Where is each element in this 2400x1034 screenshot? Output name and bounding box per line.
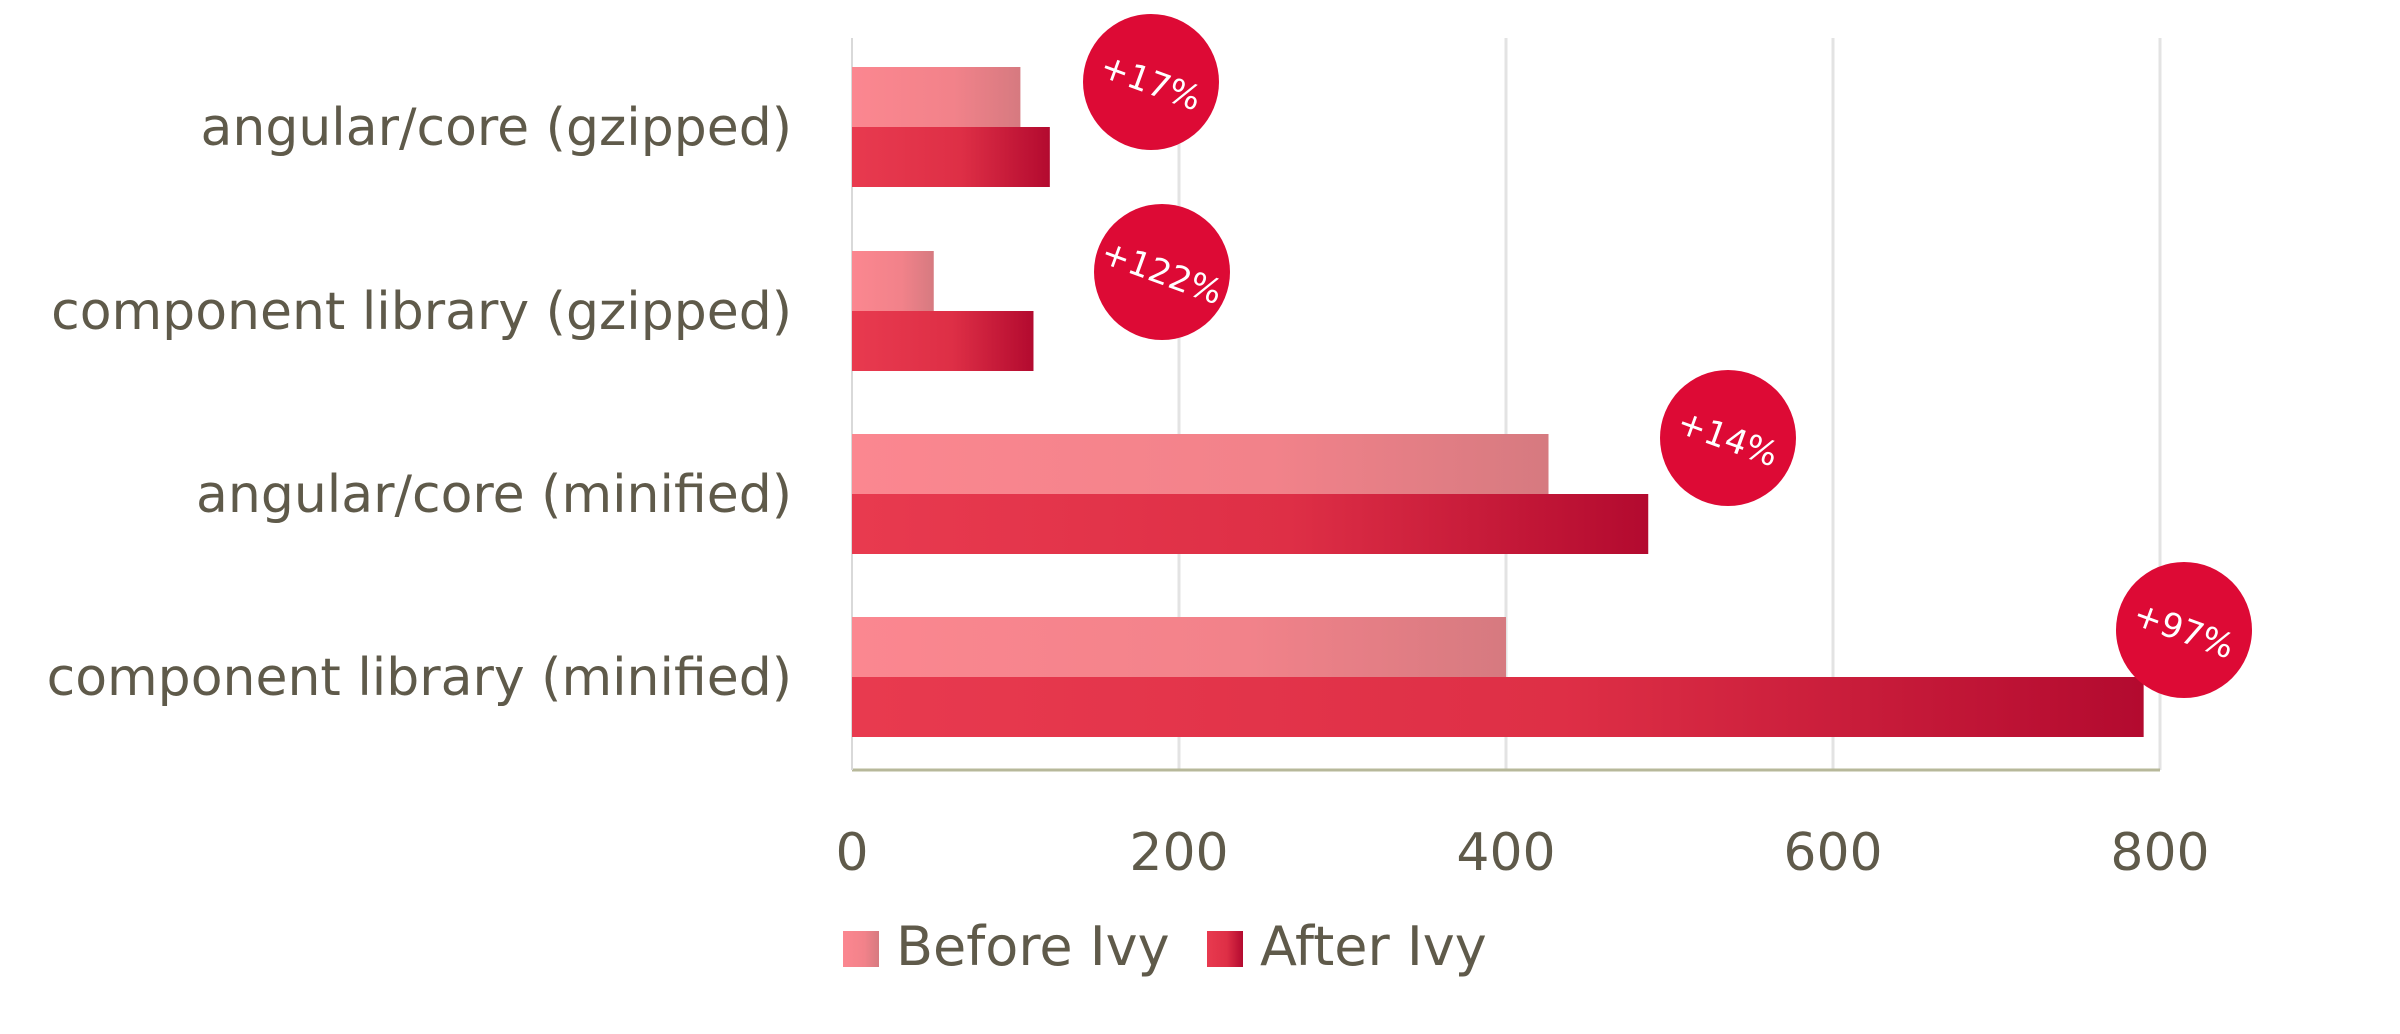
legend-item: After Ivy <box>1207 915 1487 978</box>
percent-change-badge: +17% <box>1083 14 1219 150</box>
x-tick-label: 400 <box>1456 823 1555 883</box>
bars <box>852 67 2144 737</box>
legend: Before Ivy After Ivy <box>843 915 1487 978</box>
bar-after-ivy <box>852 127 1050 187</box>
x-tick-label: 600 <box>1783 823 1882 883</box>
legend-swatch <box>843 931 879 967</box>
bar-after-ivy <box>852 311 1034 371</box>
x-axis-tick-labels: 0 200 400 600 800 <box>835 823 2209 883</box>
bar-before-ivy <box>852 67 1021 127</box>
x-tick-label: 800 <box>2110 823 2209 883</box>
legend-label: After Ivy <box>1260 915 1487 978</box>
category-label: component library (gzipped) <box>51 282 792 342</box>
badge-circle <box>1094 204 1230 340</box>
legend-swatch <box>1207 931 1243 967</box>
badge-circle <box>1083 14 1219 150</box>
annotation-badges: +17% +122% +14% +97% <box>1083 14 2252 698</box>
percent-change-badge: +122% <box>1094 204 1230 340</box>
bar-before-ivy <box>852 251 934 311</box>
category-label: component library (minified) <box>47 648 792 708</box>
x-tick-label: 200 <box>1129 823 1228 883</box>
bar-before-ivy <box>852 434 1549 494</box>
bar-after-ivy <box>852 494 1649 554</box>
x-tick-label: 0 <box>835 823 868 883</box>
category-label: angular/core (gzipped) <box>201 98 793 158</box>
legend-label: Before Ivy <box>896 915 1170 978</box>
badge-circle <box>2116 562 2252 698</box>
bar-before-ivy <box>852 617 1506 677</box>
bar-after-ivy <box>852 677 2144 737</box>
percent-change-badge: +14% <box>1660 370 1796 506</box>
percent-change-badge: +97% <box>2116 562 2252 698</box>
category-label: angular/core (minified) <box>196 465 792 525</box>
badge-circle <box>1660 370 1796 506</box>
legend-item: Before Ivy <box>843 915 1170 978</box>
category-labels: angular/core (gzipped) component library … <box>47 98 792 708</box>
